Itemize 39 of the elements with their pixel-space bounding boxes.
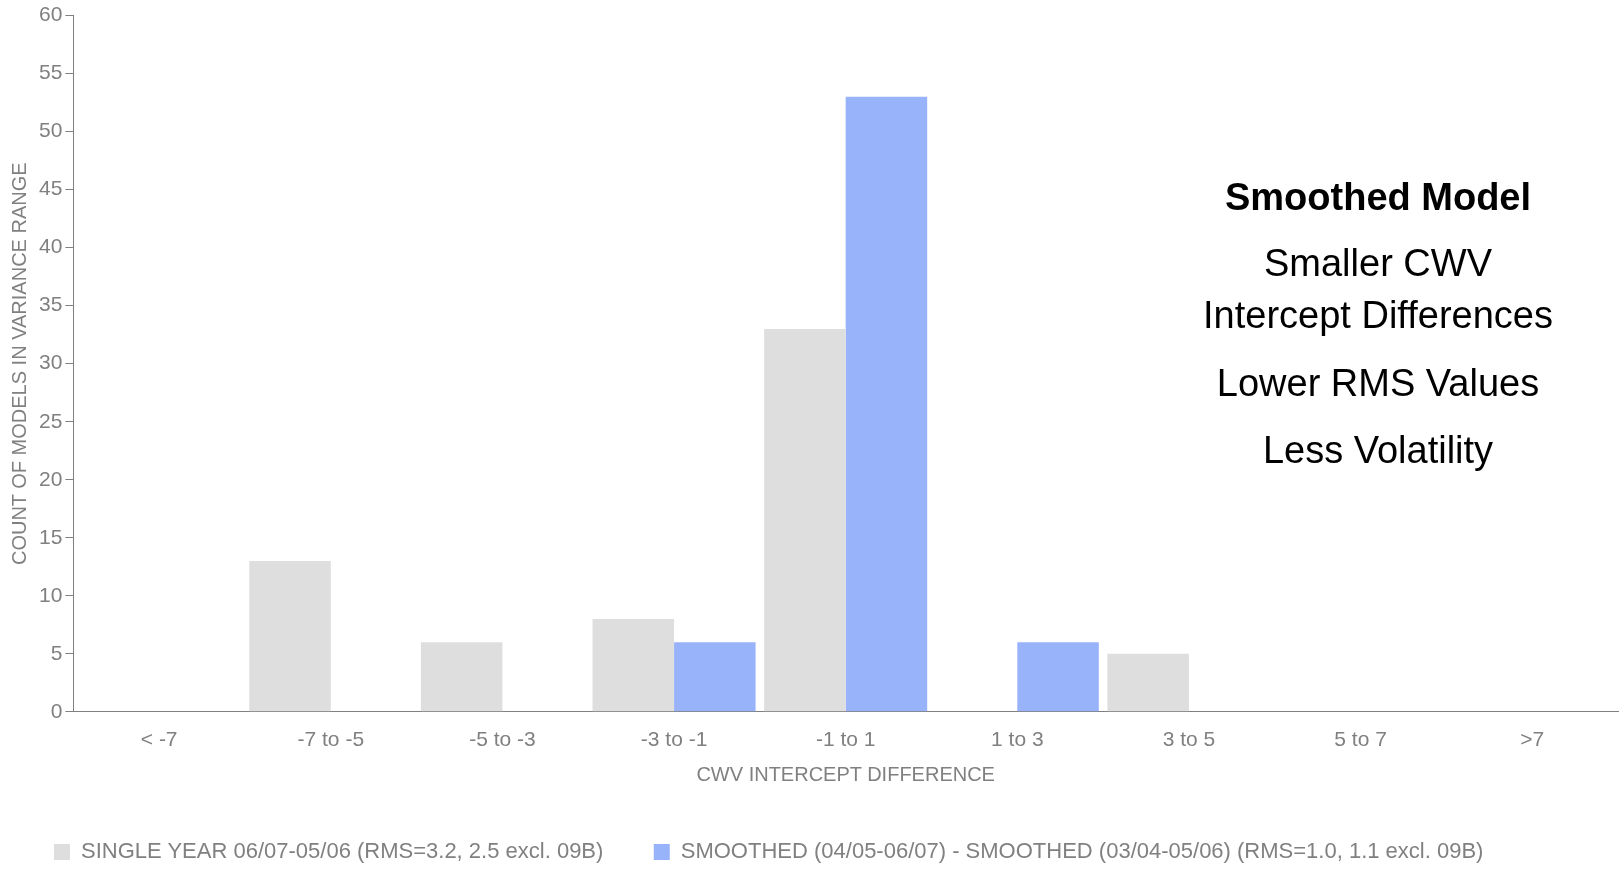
x-tick-label: -5 to -3	[469, 727, 536, 751]
bar	[764, 328, 846, 712]
legend-label: SMOOTHED (04/05-06/07) - SMOOTHED (03/04-05/06) (RMS=1.0, 1.1 excl. 09B)	[680, 838, 1484, 864]
y-tick-label: 45	[39, 176, 63, 200]
bar	[1017, 642, 1099, 712]
x-tick-label: 3 to 5	[1162, 727, 1216, 751]
legend-label: SINGLE YEAR 06/07-05/06 (RMS=3.2, 2.5 excl. 09B)	[81, 838, 604, 864]
y-tick-label: 40	[39, 234, 63, 258]
y-tick-label: 15	[39, 524, 63, 548]
x-tick-label: 1 to 3	[991, 727, 1044, 751]
bar	[592, 618, 675, 712]
bar	[1107, 653, 1189, 712]
x-tick-label: < -7	[140, 727, 178, 751]
x-tick-label: 5 to 7	[1334, 727, 1387, 751]
y-tick-label: 60	[39, 2, 63, 26]
y-tick-label: 25	[39, 408, 63, 432]
y-tick-label: 20	[39, 466, 63, 490]
bar	[845, 96, 928, 712]
bar	[420, 642, 503, 712]
y-tick-label: 50	[39, 118, 63, 142]
x-tick-label: >7	[1520, 727, 1545, 751]
annotation: Lower RMS Values	[1216, 362, 1540, 405]
y-tick-label: 35	[39, 292, 63, 316]
bar	[249, 560, 331, 712]
y-axis-title: COUNT OF MODELS IN VARIANCE RANGE	[7, 162, 30, 566]
annotation: Smaller CWV	[1263, 242, 1493, 285]
y-tick-label: 55	[39, 60, 63, 84]
y-tick-label: 30	[39, 350, 63, 374]
x-axis-title: CWV INTERCEPT DIFFERENCE	[696, 762, 995, 785]
y-tick-label: 0	[50, 698, 63, 722]
x-tick-label: -3 to -1	[640, 727, 708, 751]
annotation: Smoothed Model	[1224, 176, 1532, 219]
bar	[674, 642, 756, 712]
y-tick-label: 10	[39, 582, 63, 606]
x-tick-label: -7 to -5	[297, 727, 365, 751]
annotation: Less Volatility	[1262, 429, 1494, 472]
annotation: Intercept Differences	[1203, 294, 1553, 337]
x-tick-label: -1 to 1	[815, 727, 876, 751]
y-tick-label: 5	[50, 640, 63, 664]
